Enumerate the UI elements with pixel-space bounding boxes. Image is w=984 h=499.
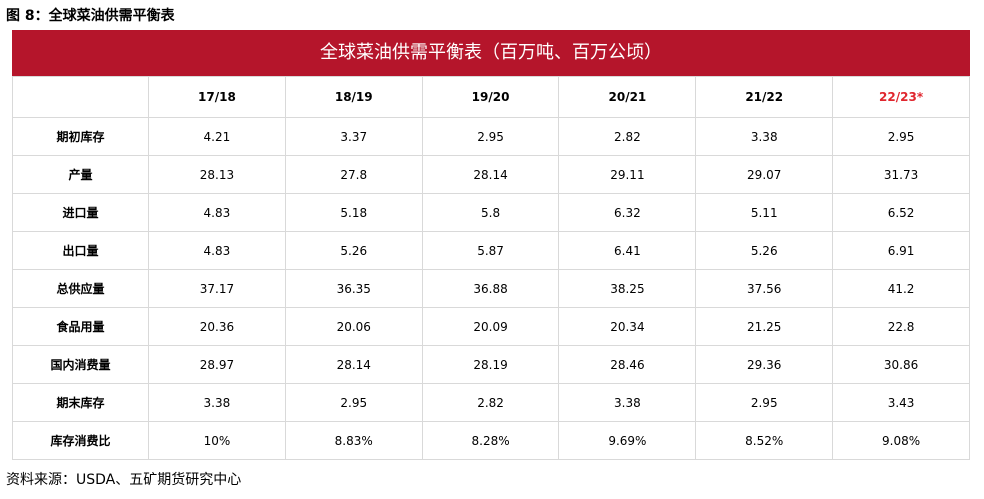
table-cell: 8.83% <box>284 421 423 460</box>
table-cell: 20.34 <box>558 307 697 346</box>
table-cell: 6.41 <box>558 231 697 270</box>
table-cell: 28.97 <box>148 345 286 384</box>
table-cell: 2.82 <box>558 117 697 156</box>
table-cell: 3.43 <box>832 383 970 422</box>
table-cell: 3.37 <box>284 117 423 156</box>
row-label: 出口量 <box>12 231 149 270</box>
table-cell: 3.38 <box>695 117 834 156</box>
table-row: 期末库存 3.38 2.95 2.82 3.38 2.95 3.43 <box>12 383 970 422</box>
header-cell: 20/21 <box>558 76 697 118</box>
table-cell: 37.56 <box>695 269 834 308</box>
table-cell: 5.8 <box>421 193 560 232</box>
row-label: 总供应量 <box>12 269 149 308</box>
table-cell: 4.83 <box>148 193 286 232</box>
table-cell: 2.95 <box>695 383 834 422</box>
table-cell: 2.95 <box>284 383 423 422</box>
table-cell: 9.69% <box>558 421 697 460</box>
table-banner: 全球菜油供需平衡表（百万吨、百万公顷） <box>12 30 970 76</box>
table-cell: 4.83 <box>148 231 286 270</box>
table-cell: 8.28% <box>421 421 560 460</box>
table-cell: 3.38 <box>558 383 697 422</box>
table-row: 食品用量 20.36 20.06 20.09 20.34 21.25 22.8 <box>12 307 970 346</box>
table-row: 库存消费比 10% 8.83% 8.28% 9.69% 8.52% 9.08% <box>12 421 970 460</box>
table-cell: 28.13 <box>148 155 286 194</box>
table-cell: 2.95 <box>421 117 560 156</box>
table-row: 产量 28.13 27.8 28.14 29.11 29.07 31.73 <box>12 155 970 194</box>
header-row: 17/18 18/19 19/20 20/21 21/22 22/23* <box>12 76 970 118</box>
row-label: 期末库存 <box>12 383 149 422</box>
table-cell: 28.14 <box>284 345 423 384</box>
table-cell: 31.73 <box>832 155 970 194</box>
table-cell: 6.32 <box>558 193 697 232</box>
table-cell: 36.35 <box>284 269 423 308</box>
header-cell: 21/22 <box>695 76 834 118</box>
table-row: 出口量 4.83 5.26 5.87 6.41 5.26 6.91 <box>12 231 970 270</box>
header-cell <box>12 76 149 118</box>
table-cell: 4.21 <box>148 117 286 156</box>
table-cell: 29.07 <box>695 155 834 194</box>
row-label: 国内消费量 <box>12 345 149 384</box>
table-cell: 5.87 <box>421 231 560 270</box>
table-cell: 3.38 <box>148 383 286 422</box>
table-cell: 28.46 <box>558 345 697 384</box>
table-cell: 8.52% <box>695 421 834 460</box>
table-cell: 5.11 <box>695 193 834 232</box>
table-cell: 20.09 <box>421 307 560 346</box>
table-cell: 22.8 <box>832 307 970 346</box>
header-cell: 19/20 <box>421 76 560 118</box>
header-cell-forecast: 22/23* <box>832 76 970 118</box>
table-cell: 6.91 <box>832 231 970 270</box>
table-cell: 29.36 <box>695 345 834 384</box>
table-row: 总供应量 37.17 36.35 36.88 38.25 37.56 41.2 <box>12 269 970 308</box>
table-cell: 2.82 <box>421 383 560 422</box>
table-row: 进口量 4.83 5.18 5.8 6.32 5.11 6.52 <box>12 193 970 232</box>
table-cell: 5.18 <box>284 193 423 232</box>
table-cell: 21.25 <box>695 307 834 346</box>
row-label: 食品用量 <box>12 307 149 346</box>
row-label: 期初库存 <box>12 117 149 156</box>
table-cell: 38.25 <box>558 269 697 308</box>
row-label: 产量 <box>12 155 149 194</box>
table-cell: 41.2 <box>832 269 970 308</box>
table-cell: 20.06 <box>284 307 423 346</box>
table-cell: 2.95 <box>832 117 970 156</box>
table-cell: 29.11 <box>558 155 697 194</box>
table-cell: 6.52 <box>832 193 970 232</box>
table-cell: 20.36 <box>148 307 286 346</box>
table-body: 期初库存 4.21 3.37 2.95 2.82 3.38 2.95 产量 28… <box>12 117 970 460</box>
table-cell: 30.86 <box>832 345 970 384</box>
row-label: 进口量 <box>12 193 149 232</box>
table-cell: 10% <box>148 421 286 460</box>
header-cell: 18/19 <box>284 76 423 118</box>
table-cell: 36.88 <box>421 269 560 308</box>
balance-table-container: 全球菜油供需平衡表（百万吨、百万公顷） 17/18 18/19 19/20 20… <box>12 30 970 460</box>
balance-table: 17/18 18/19 19/20 20/21 21/22 22/23* 期初库… <box>12 76 970 460</box>
table-cell: 28.14 <box>421 155 560 194</box>
source-note: 资料来源：USDA、五矿期货研究中心 <box>6 472 242 488</box>
table-cell: 5.26 <box>284 231 423 270</box>
table-cell: 9.08% <box>832 421 970 460</box>
table-row: 国内消费量 28.97 28.14 28.19 28.46 29.36 30.8… <box>12 345 970 384</box>
figure-title: 图 8：全球菜油供需平衡表 <box>6 8 175 24</box>
row-label: 库存消费比 <box>12 421 149 460</box>
table-cell: 37.17 <box>148 269 286 308</box>
table-row: 期初库存 4.21 3.37 2.95 2.82 3.38 2.95 <box>12 117 970 156</box>
header-cell: 17/18 <box>148 76 286 118</box>
table-cell: 5.26 <box>695 231 834 270</box>
table-cell: 27.8 <box>284 155 423 194</box>
table-cell: 28.19 <box>421 345 560 384</box>
